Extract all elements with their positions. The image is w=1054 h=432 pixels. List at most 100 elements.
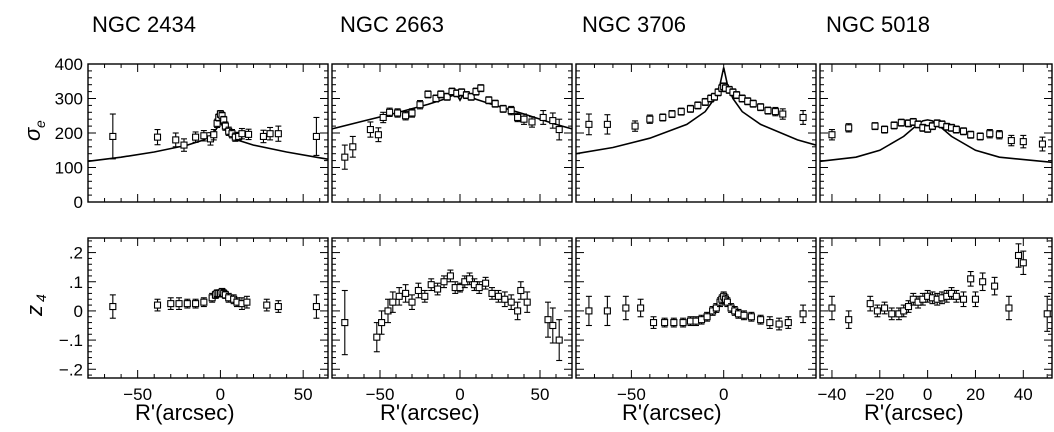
- marker: [995, 131, 1003, 139]
- marker: [670, 319, 678, 327]
- marker: [649, 319, 658, 327]
- data-point: [366, 121, 374, 138]
- data-point: [766, 316, 774, 329]
- y-tick-label: −.2: [59, 360, 83, 379]
- y-axis-label-sigma-sub: e: [32, 120, 48, 128]
- data-point: [514, 301, 522, 321]
- panel-frame: [87, 237, 329, 379]
- marker: [646, 115, 654, 123]
- data-point: [539, 110, 547, 125]
- data-point: [986, 129, 994, 139]
- panel-bottom-1: −50 0 50: [331, 237, 573, 404]
- y-tick-label: 100: [55, 159, 83, 178]
- panel-title-ngc-2663: NGC 2663: [340, 12, 444, 37]
- x-tick-label: −50: [123, 385, 152, 404]
- data-point: [799, 110, 807, 125]
- data-point: [784, 316, 792, 329]
- data-point: [379, 111, 387, 124]
- data-point: [771, 106, 779, 117]
- data-point: [764, 106, 772, 115]
- x-tick-label: 0: [923, 385, 932, 404]
- marker: [871, 122, 879, 130]
- data-point: [485, 96, 493, 105]
- panel-bottom-0: −.2 −.1 0 .1 .2 z 4 −50 0 50: [22, 237, 329, 404]
- data-point: [544, 301, 552, 338]
- marker: [167, 300, 175, 308]
- marker: [740, 311, 748, 319]
- data-point: [499, 104, 507, 113]
- x-tick-label: 40: [1014, 385, 1033, 404]
- data-point: [890, 121, 898, 130]
- data-point: [482, 276, 490, 290]
- data-point: [646, 114, 654, 124]
- panel-frame: [819, 237, 1053, 379]
- panel-bottom-3: −40 −20 0 20 40: [818, 237, 1053, 404]
- data-point: [424, 90, 432, 99]
- marker: [514, 307, 522, 315]
- data-point: [408, 108, 416, 118]
- data-point: [679, 317, 687, 328]
- marker: [1019, 259, 1027, 267]
- data-point: [721, 84, 730, 93]
- data-point: [747, 311, 755, 322]
- marker: [200, 298, 208, 306]
- data-point: [866, 295, 874, 312]
- data-point: [549, 307, 557, 344]
- data-point: [734, 308, 743, 319]
- marker: [499, 105, 507, 113]
- data-point: [451, 281, 459, 294]
- marker: [402, 112, 410, 120]
- marker: [603, 307, 611, 315]
- marker: [976, 132, 984, 140]
- data-point: [373, 322, 381, 353]
- data-point: [443, 92, 451, 101]
- marker: [799, 113, 807, 122]
- data-point: [488, 287, 496, 300]
- marker: [446, 272, 454, 280]
- marker: [828, 131, 836, 139]
- marker: [395, 292, 403, 300]
- marker: [408, 109, 416, 117]
- marker: [153, 133, 162, 141]
- data-point: [180, 138, 188, 152]
- marker: [443, 93, 451, 101]
- y-tick-label: 400: [55, 55, 83, 74]
- x-axis-label-ngc-2434: R'(arcsec): [135, 400, 235, 425]
- data-point: [799, 304, 807, 324]
- marker: [714, 88, 722, 96]
- marker: [514, 113, 522, 122]
- marker: [389, 298, 397, 306]
- marker: [637, 304, 645, 312]
- x-tick-label: 0: [455, 385, 464, 404]
- marker: [200, 132, 208, 140]
- data-point: [603, 295, 611, 327]
- data-point: [432, 94, 440, 103]
- marker: [549, 117, 557, 125]
- panel-top-3: [819, 63, 1053, 203]
- data-point: [263, 298, 271, 312]
- y-tick-label: 300: [55, 90, 83, 109]
- marker: [585, 307, 593, 315]
- marker: [427, 281, 435, 289]
- model-curve: [820, 119, 1052, 164]
- data-point: [386, 107, 394, 117]
- marker: [477, 84, 485, 92]
- marker: [109, 132, 117, 140]
- y-tick-label: .2: [69, 244, 83, 263]
- marker: [661, 319, 669, 327]
- data-point: [670, 317, 678, 328]
- data-point: [740, 310, 748, 321]
- marker: [694, 101, 702, 109]
- x-tick-label: 50: [531, 385, 550, 404]
- marker: [259, 132, 267, 140]
- marker: [799, 310, 807, 318]
- data-point: [1007, 134, 1015, 147]
- marker: [549, 321, 557, 330]
- data-point: [470, 278, 478, 292]
- data-point: [828, 295, 836, 321]
- y-tick-label: .1: [69, 273, 83, 292]
- data-point: [507, 294, 515, 311]
- marker: [555, 126, 563, 134]
- marker: [828, 304, 836, 312]
